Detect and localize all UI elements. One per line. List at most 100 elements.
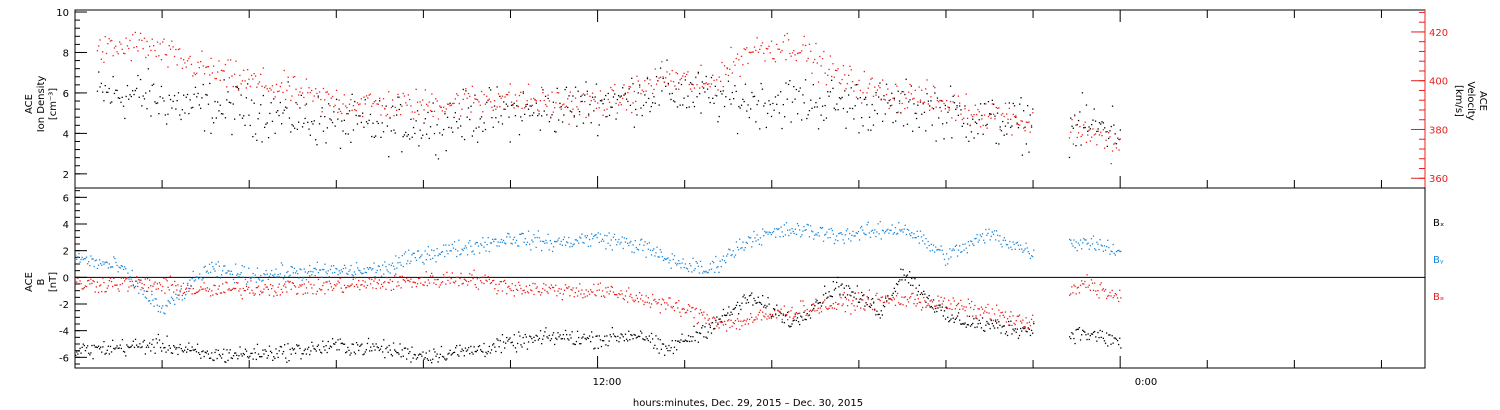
velocity-point (296, 103, 298, 105)
velocity-point (574, 97, 577, 99)
bz-point (865, 302, 867, 304)
bz-point (469, 273, 471, 275)
velocity-point (449, 105, 451, 107)
bx-point (204, 351, 206, 353)
by-point (578, 242, 580, 244)
bx-point (105, 352, 107, 354)
density-point (743, 100, 745, 103)
bx-point (1087, 333, 1089, 335)
bz-point (210, 295, 212, 297)
bx-point (434, 351, 436, 353)
velocity-point (810, 50, 812, 52)
bz-point (886, 301, 888, 303)
bz-point (299, 284, 301, 286)
bz-point (357, 286, 359, 288)
by-point (414, 257, 416, 259)
density-point (249, 124, 251, 127)
density-point (625, 98, 628, 100)
velocity-point (825, 84, 828, 86)
velocity-point (392, 99, 394, 101)
bx-point (506, 336, 508, 339)
density-point (220, 113, 223, 115)
velocity-point (322, 87, 325, 90)
velocity-point (548, 100, 551, 102)
velocity-point (696, 84, 698, 86)
bx-point (244, 348, 247, 350)
bz-point (612, 291, 615, 293)
by-point (544, 242, 546, 244)
by-point (189, 279, 191, 281)
density-point (402, 136, 404, 138)
density-point (458, 118, 460, 120)
bx-point (187, 348, 189, 350)
bx-point (168, 345, 170, 347)
bz-point (370, 283, 372, 285)
velocity-point (870, 78, 872, 80)
bx-point (205, 352, 207, 354)
density-point (542, 89, 544, 91)
bx-point (864, 305, 866, 307)
bz-point (742, 320, 744, 323)
velocity-point (970, 114, 973, 116)
velocity-point (777, 48, 779, 50)
bx-point (980, 327, 983, 329)
bz-point (909, 297, 911, 299)
bz-point (131, 280, 133, 282)
bz-point (533, 293, 535, 296)
bx-point (1104, 342, 1107, 344)
by-point (843, 242, 845, 244)
bx-point (523, 342, 525, 344)
bx-point (110, 351, 113, 353)
velocity-point (622, 97, 624, 100)
bx-point (745, 302, 747, 304)
velocity-point (107, 43, 109, 45)
bx-point (895, 283, 898, 285)
by-point (619, 243, 621, 245)
bx-point (909, 271, 911, 273)
by-point (693, 269, 695, 272)
density-point (348, 110, 351, 112)
bz-point (118, 290, 120, 292)
density-point (1011, 125, 1013, 127)
density-point (574, 86, 577, 88)
bx-point (850, 295, 852, 297)
bx-point (505, 342, 507, 344)
bx-point (468, 347, 470, 349)
by-point (81, 256, 83, 259)
density-point (829, 91, 831, 93)
density-point (1013, 105, 1016, 107)
velocity-point (386, 113, 389, 116)
density-point (169, 98, 172, 101)
bz-point (1096, 294, 1098, 296)
by-point (513, 236, 515, 238)
velocity-point (807, 57, 809, 60)
bx-point (461, 348, 463, 350)
bz-point (913, 303, 915, 305)
by-point (482, 237, 484, 239)
top-y2label-line1: ACE (1477, 91, 1488, 111)
by-point (918, 242, 920, 244)
by-point (207, 272, 210, 274)
velocity-point (351, 109, 353, 111)
density-point (369, 113, 372, 116)
velocity-point (271, 85, 274, 87)
bx-point (1009, 324, 1011, 326)
bx-point (84, 350, 87, 352)
by-point (833, 242, 836, 245)
density-point (904, 93, 906, 96)
density-point (922, 103, 924, 105)
bz-point (615, 294, 617, 296)
by-point (342, 267, 345, 270)
bz-point (660, 303, 662, 306)
bx-point (396, 352, 398, 354)
bx-point (397, 352, 399, 354)
bz-point (439, 284, 441, 286)
bz-point (293, 285, 296, 287)
bx-point (308, 346, 310, 348)
velocity-point (305, 78, 308, 80)
velocity-point (373, 101, 375, 103)
by-point (729, 249, 731, 251)
by-point (534, 237, 536, 239)
velocity-point (129, 39, 131, 42)
by-point (1114, 254, 1116, 256)
